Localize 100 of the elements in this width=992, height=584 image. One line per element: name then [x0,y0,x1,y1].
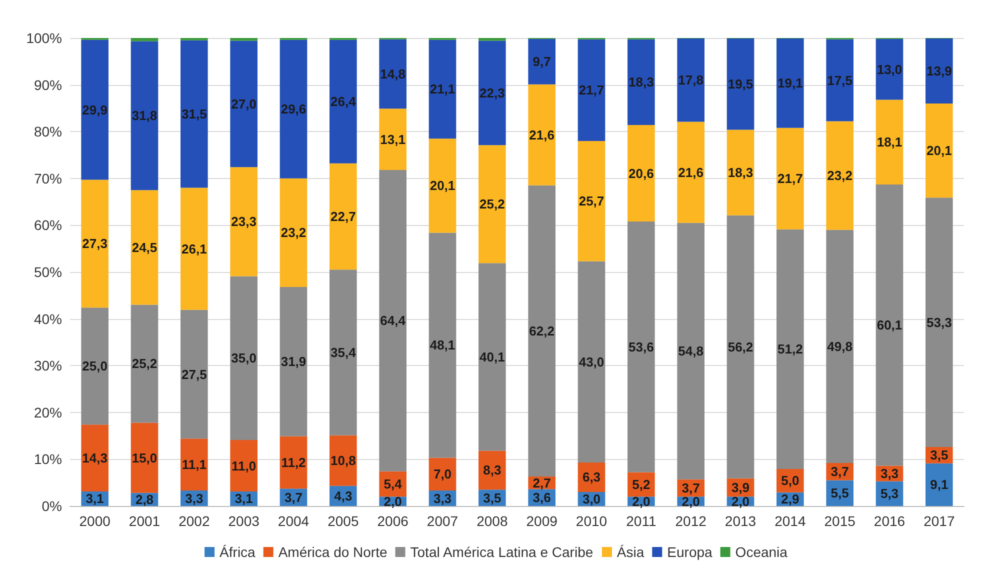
bar [230,167,258,276]
data-label: 11,1 [182,457,206,472]
data-label: 9,1 [930,477,948,492]
bar [628,39,655,126]
data-label: 31,8 [132,108,158,124]
legend-label: América do Norte [278,544,388,560]
data-label: 21,6 [678,164,704,180]
bar [130,190,158,305]
data-label: 3,3 [185,490,204,506]
bar [677,122,704,223]
data-label: 4,3 [334,488,352,504]
bar [330,270,357,436]
data-label: 17,5 [827,72,852,88]
y-tick-label: 10% [34,451,62,468]
bar [379,170,406,472]
data-label: 31,5 [182,106,207,122]
data-label: 3,7 [682,480,700,496]
data-label: 40,1 [480,349,505,364]
bar [776,229,804,470]
bar [677,38,704,122]
data-label: 51,2 [778,342,803,357]
x-tick-label: 2011 [626,513,656,529]
data-label: 13,0 [876,62,902,77]
x-tick-label: 2006 [377,513,409,529]
data-label: 3,3 [433,490,452,506]
data-label: 14,8 [380,66,406,82]
bar [428,40,456,139]
bar [330,435,357,486]
data-label: 3,5 [483,490,502,506]
bar [876,100,904,184]
data-label: 22,7 [330,209,356,224]
data-label: 3,7 [830,464,849,480]
data-label: 18,3 [728,165,754,180]
data-label: 21,7 [778,171,803,186]
x-tick-label: 2017 [924,513,955,529]
x-tick-label: 2004 [278,513,310,529]
data-label: 35,4 [330,344,357,360]
bar [230,38,258,41]
data-label: 23,2 [280,225,306,240]
data-label: 19,5 [728,76,754,92]
legend-label: África [220,544,256,560]
data-label: 2,7 [532,475,551,490]
bar [726,130,754,216]
y-tick-label: 100% [26,30,62,46]
data-label: 17,8 [678,72,704,88]
y-tick-label: 50% [34,264,62,280]
data-label: 3,7 [284,490,303,505]
data-label: 20,1 [430,178,456,194]
bar [926,198,953,448]
bar [726,38,754,130]
data-label: 15,0 [132,450,158,466]
x-tick-label: 2008 [476,513,508,529]
data-label: 11,0 [232,458,256,474]
data-label: 24,5 [132,240,158,255]
data-label: 21,6 [529,127,554,142]
data-label: 5,3 [880,486,899,502]
bar [428,138,456,233]
bar [776,128,804,230]
x-tick-label: 2014 [774,513,806,529]
data-label: 2,8 [135,492,154,507]
bar [478,263,506,451]
y-tick-label: 90% [34,76,62,93]
bar [478,145,506,264]
data-label: 5,0 [781,473,800,488]
data-label: 3,6 [532,490,551,506]
data-label: 25,2 [132,356,158,372]
bar [628,221,655,472]
data-label: 27,5 [182,366,207,382]
data-label: 25,0 [82,358,108,374]
data-label: 2,0 [384,494,402,509]
data-label: 27,3 [82,236,108,252]
data-label: 3,1 [86,491,104,506]
data-label: 29,6 [280,102,306,117]
x-tick-label: 2015 [824,513,856,529]
data-label: 60,1 [876,318,902,333]
data-label: 23,3 [231,214,256,230]
bar [81,424,108,492]
data-label: 26,1 [182,241,207,256]
bar [130,422,158,493]
data-label: 14,3 [82,450,108,466]
legend-label: Oceania [735,544,788,560]
data-label: 25,7 [578,194,604,209]
data-label: 26,4 [330,94,357,110]
bar [280,436,308,489]
data-label: 29,9 [82,102,108,118]
y-tick-label: 0% [42,498,62,514]
bar [876,38,904,100]
bar [230,276,258,440]
bar [280,286,308,436]
bar [478,38,506,41]
x-tick-label: 2007 [426,513,458,529]
bar [130,304,158,423]
bar [330,163,357,270]
bar [628,125,655,222]
data-label: 6,3 [582,470,601,485]
bar [578,261,606,462]
data-label: 56,2 [728,339,754,354]
data-label: 13,1 [380,132,406,147]
data-label: 49,8 [827,338,852,354]
data-label: 18,3 [628,74,654,90]
